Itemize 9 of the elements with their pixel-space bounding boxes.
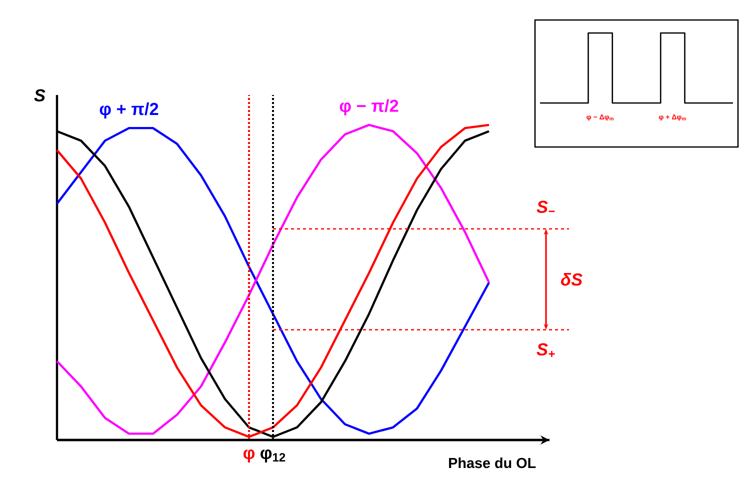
y-axis-title: S <box>34 89 46 102</box>
legend-label: S$_{+}$ <box>536 343 555 357</box>
text: δS <box>561 272 582 286</box>
x-tick-label: φ$_{12}$ <box>260 450 286 462</box>
series-label: φ − π/2 <box>340 99 398 116</box>
x-tick-label: φ <box>244 450 255 462</box>
series-label: φ + π/2 <box>100 102 158 119</box>
x-axis-title: Phase du OL <box>449 458 536 468</box>
ref-line-label: S$_{−}$ <box>536 200 555 213</box>
